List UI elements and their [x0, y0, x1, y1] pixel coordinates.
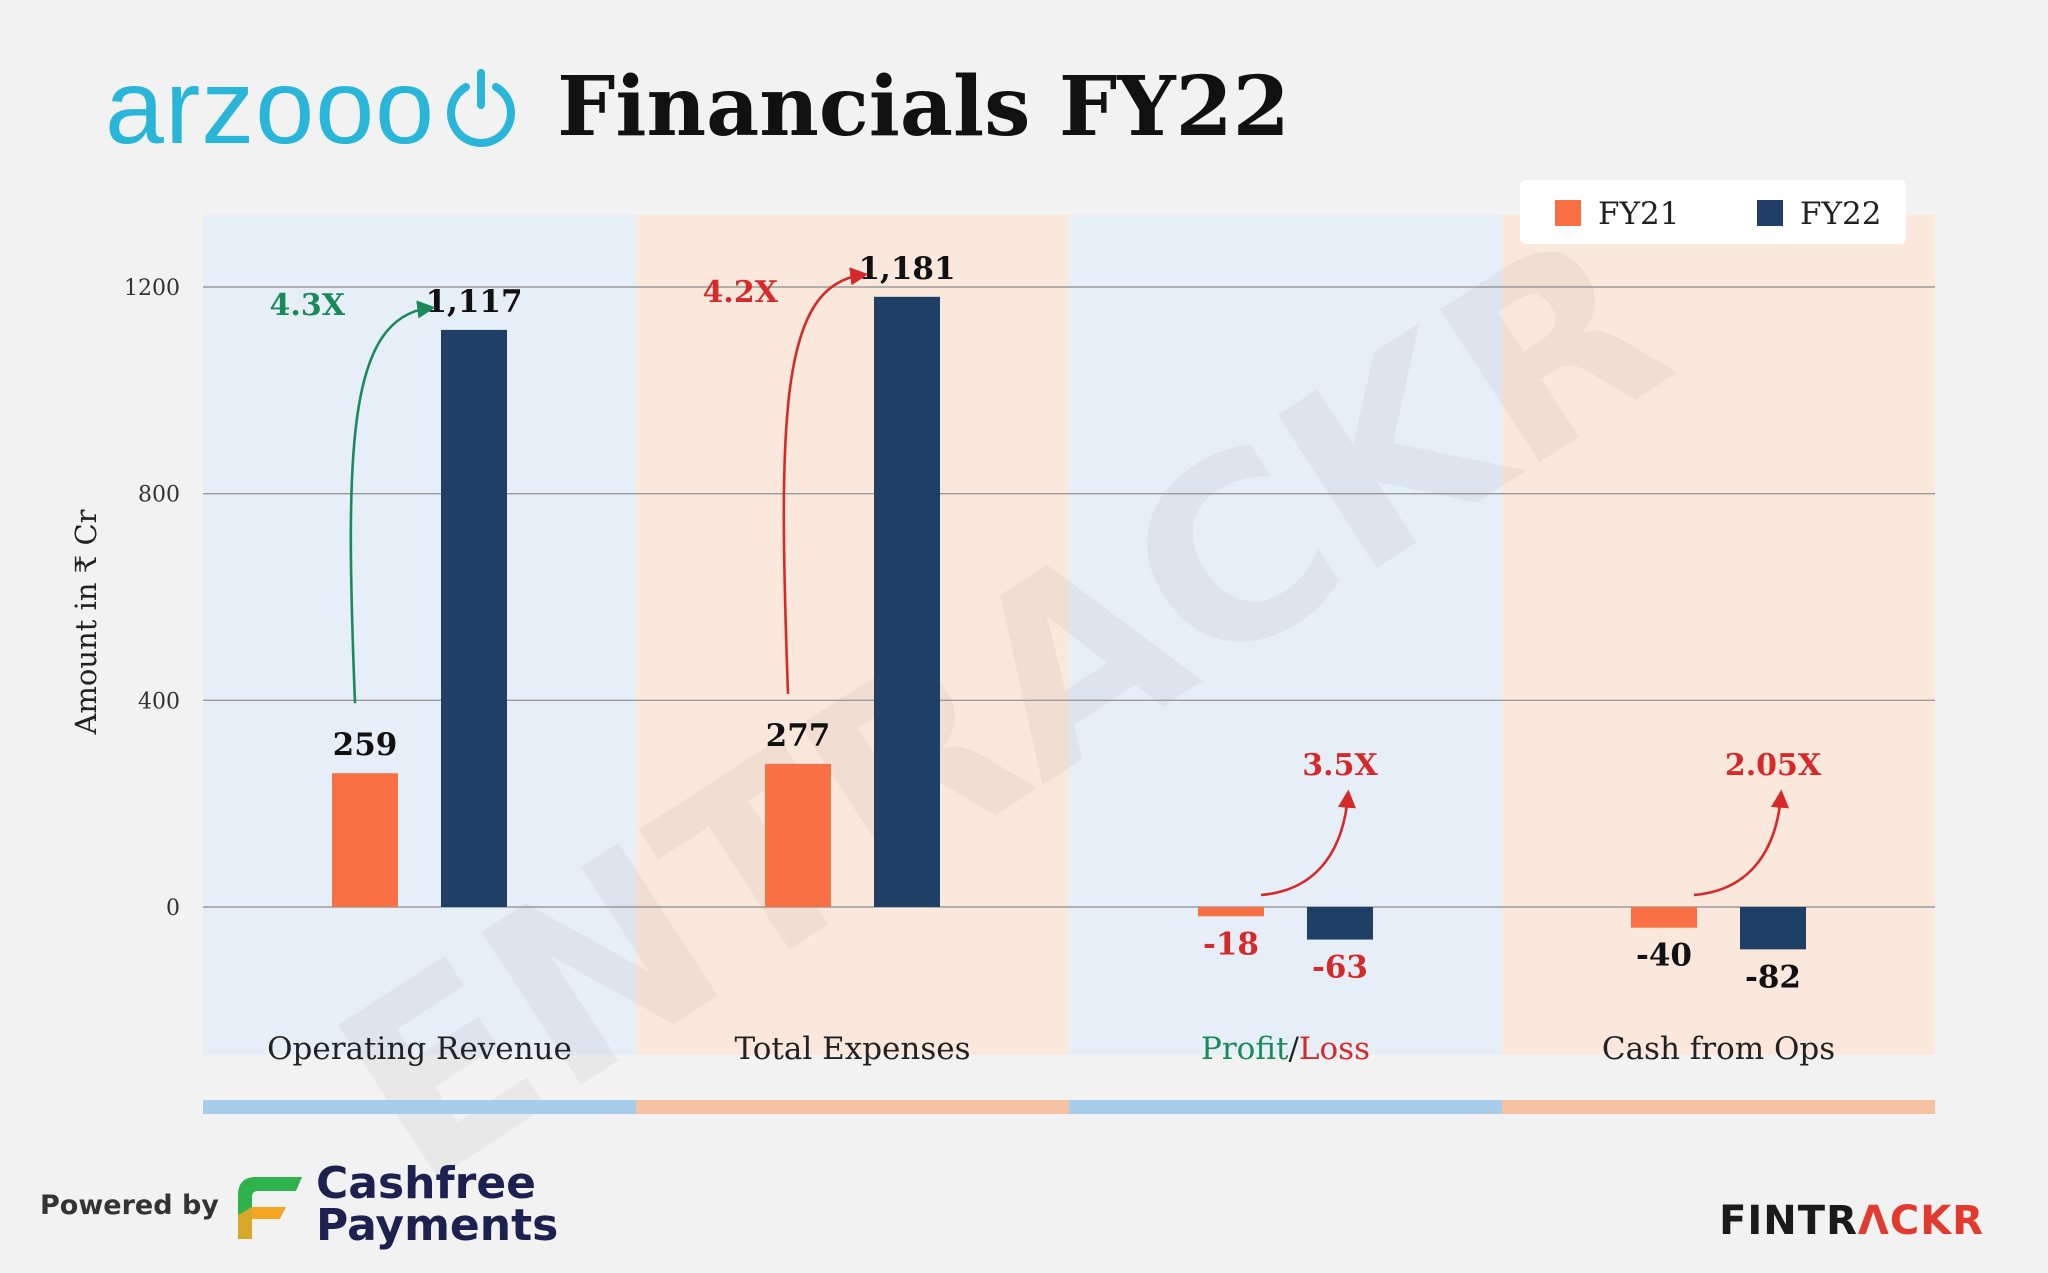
- bar-fy21: [332, 773, 398, 907]
- bar-fy21: [1198, 907, 1264, 917]
- category-strip: [1502, 1100, 1935, 1114]
- legend-label-fy21: FY21: [1598, 196, 1679, 232]
- cashfree-line-2: Payments: [316, 1199, 559, 1251]
- category-label: Total Expenses: [734, 1031, 970, 1067]
- arzooo-logo: arzooo: [105, 54, 523, 160]
- y-axis-label: Amount in ₹ Cr: [69, 509, 103, 735]
- growth-arrow: [1693, 789, 1790, 897]
- category-panel: [1069, 215, 1502, 1055]
- value-label: -18: [1203, 926, 1259, 962]
- fintrackr-logo: FINTRΛCKR: [1719, 1198, 1984, 1244]
- legend-swatch-fy21: [1555, 200, 1581, 226]
- category-strip: [203, 1100, 636, 1114]
- legend-swatch-fy22: [1757, 200, 1783, 226]
- y-axis-ticks: 0 400 800 1200: [124, 276, 180, 921]
- category-label-part: /: [1288, 1031, 1299, 1067]
- value-label: 1,117: [425, 284, 522, 320]
- power-icon: [447, 69, 516, 147]
- category-label-part: Loss: [1299, 1031, 1370, 1067]
- legend-box: [1520, 180, 1906, 244]
- legend-label-fy22: FY22: [1800, 196, 1881, 232]
- category-panel: [1502, 215, 1935, 1055]
- growth-multiplier-label: 4.3X: [270, 288, 346, 323]
- bar-fy22: [1307, 907, 1373, 940]
- value-labels: 259 1,117 277 1,181 -18 -63 -40 -82: [333, 251, 1801, 996]
- category-label-part: Profit: [1201, 1031, 1289, 1067]
- bar-fy21: [765, 763, 831, 907]
- header: arzooo Financials FY22: [105, 52, 1290, 162]
- category-label: Profit/Loss: [1201, 1031, 1370, 1067]
- category-labels: Operating Revenue Total Expenses Profit/Lo…: [267, 1031, 1835, 1067]
- growth-multiplier-label: 3.5X: [1302, 748, 1378, 783]
- legend: FY21 FY22: [1520, 180, 1906, 244]
- category-label: Cash from Ops: [1602, 1031, 1835, 1067]
- category-panel: [636, 215, 1069, 1055]
- powered-by-label: Powered by: [40, 1190, 219, 1221]
- value-label: -82: [1745, 959, 1801, 995]
- growth-multiplier-label: 2.05X: [1725, 748, 1822, 783]
- bar-fy22: [1740, 907, 1806, 950]
- cashfree-payments-logo: Cashfree Payments: [230, 1158, 559, 1251]
- cashfree-text: Cashfree Payments: [316, 1158, 559, 1251]
- growth-multiplier-label: 4.2X: [703, 275, 779, 310]
- growth-arrow: [349, 300, 436, 704]
- category-panel: [203, 215, 636, 1055]
- category-label-part: Operating Revenue: [267, 1031, 572, 1067]
- bars: [332, 296, 1806, 950]
- fintrackr-text-part-3: CKR: [1889, 1198, 1984, 1244]
- bar-fy21: [1631, 907, 1697, 928]
- category-strip: [1069, 1100, 1502, 1114]
- category-label-part: Total Expenses: [734, 1031, 970, 1067]
- y-tick-label: 1200: [124, 276, 180, 301]
- growth-arrows: 4.3X 4.2X 3.5X 2.05X: [270, 267, 1822, 897]
- value-label: -63: [1312, 950, 1368, 986]
- fintrackr-text-part-1: FINTR: [1719, 1198, 1858, 1244]
- category-label-part: Cash from Ops: [1602, 1031, 1835, 1067]
- value-label: 259: [333, 727, 398, 763]
- y-tick-label: 400: [138, 689, 180, 714]
- category-strips: [203, 1100, 1935, 1114]
- value-label: -40: [1636, 938, 1692, 974]
- cashfree-mark-icon: [238, 1176, 302, 1239]
- growth-arrow: [782, 267, 869, 694]
- brand-logo-text: arzooo: [105, 48, 436, 166]
- y-tick-label: 800: [138, 483, 180, 508]
- category-panels: [203, 215, 1935, 1055]
- category-label: Operating Revenue: [267, 1031, 572, 1067]
- y-tick-label: 0: [166, 896, 180, 921]
- page-title: Financials FY22: [557, 59, 1290, 155]
- value-label: 1,181: [858, 251, 955, 287]
- growth-arrow: [1260, 789, 1357, 897]
- value-label: 277: [766, 718, 831, 754]
- fintrackr-text-part-2: Λ: [1857, 1198, 1890, 1244]
- category-strip: [636, 1100, 1069, 1114]
- cashfree-line-1: Cashfree: [316, 1158, 537, 1209]
- bar-fy22: [874, 296, 940, 908]
- bar-fy22: [441, 329, 507, 908]
